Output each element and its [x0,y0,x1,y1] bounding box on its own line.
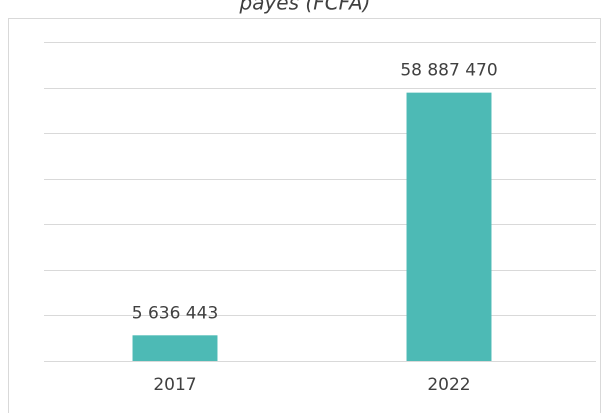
bar [406,92,492,361]
data-label: 58 887 470 [400,61,497,81]
data-label: 5 636 443 [132,303,219,323]
bar [132,335,218,361]
x-tick-label: 2022 [427,375,470,395]
chart-frame [8,18,601,413]
chart-title: payés (FCFA) [239,0,371,15]
x-tick-label: 2017 [153,375,196,395]
